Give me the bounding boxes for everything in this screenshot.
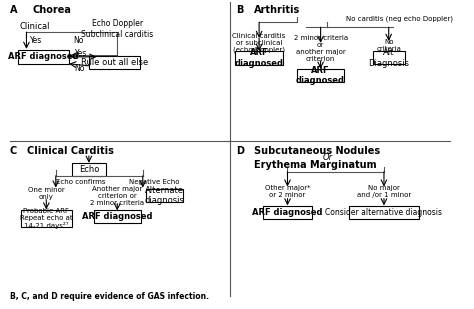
Text: Chorea: Chorea — [32, 5, 71, 15]
FancyBboxPatch shape — [72, 163, 106, 176]
Text: Other major*
or 2 minor: Other major* or 2 minor — [265, 185, 310, 198]
Text: Echo: Echo — [79, 165, 99, 174]
Text: 2 minor criteria
or
another major
criterion: 2 minor criteria or another major criter… — [293, 36, 347, 62]
Text: D: D — [236, 146, 244, 156]
Text: No: No — [74, 36, 84, 44]
Text: One minor
only: One minor only — [28, 187, 64, 200]
Text: Subcutaneous Nodules: Subcutaneous Nodules — [255, 146, 381, 156]
Text: Negative Echo: Negative Echo — [128, 179, 179, 185]
FancyBboxPatch shape — [297, 69, 344, 82]
FancyBboxPatch shape — [236, 51, 283, 65]
Text: ARF diagnosed: ARF diagnosed — [8, 53, 79, 61]
FancyBboxPatch shape — [373, 51, 405, 64]
Text: Alternate
diagnosis: Alternate diagnosis — [145, 186, 184, 205]
FancyBboxPatch shape — [89, 56, 140, 69]
Text: C: C — [9, 146, 17, 156]
FancyBboxPatch shape — [93, 210, 141, 223]
Text: A: A — [9, 5, 17, 15]
Text: Arthritis: Arthritis — [255, 5, 301, 15]
Text: Yes: Yes — [75, 49, 87, 58]
FancyBboxPatch shape — [263, 206, 312, 219]
FancyBboxPatch shape — [18, 50, 69, 64]
FancyBboxPatch shape — [349, 206, 419, 219]
Text: Echo confirms: Echo confirms — [56, 179, 105, 185]
Text: B, C, and D require evidence of GAS infection.: B, C, and D require evidence of GAS infe… — [10, 292, 210, 301]
Text: Echo Doppler
Subclinical carditis: Echo Doppler Subclinical carditis — [81, 19, 154, 39]
Text: Alt
Diagnosis: Alt Diagnosis — [368, 48, 409, 68]
Text: ARF
diagnosed: ARF diagnosed — [296, 66, 345, 85]
Text: Or: Or — [322, 154, 332, 163]
Text: Clinical Carditis: Clinical Carditis — [27, 146, 114, 156]
Text: No major
and /or 1 minor: No major and /or 1 minor — [357, 185, 411, 198]
Text: Clinical: Clinical — [20, 22, 50, 31]
Text: Consider alternative diagnosis: Consider alternative diagnosis — [326, 208, 442, 217]
Text: ARF diagnosed: ARF diagnosed — [252, 208, 323, 217]
FancyBboxPatch shape — [21, 210, 72, 227]
Text: Clinical carditis
or subclinical
(echo Doppler): Clinical carditis or subclinical (echo D… — [232, 33, 286, 53]
Text: Probable ARF
Repeat echo at
14-21 days²⁷: Probable ARF Repeat echo at 14-21 days²⁷ — [20, 208, 73, 229]
Text: No carditis (neg echo Doppler): No carditis (neg echo Doppler) — [346, 16, 453, 23]
Text: ARF diagnosed: ARF diagnosed — [82, 212, 153, 221]
Text: Another major
criterion or
2 minor criteria: Another major criterion or 2 minor crite… — [90, 186, 144, 205]
Text: Rule out all else: Rule out all else — [81, 58, 148, 67]
Text: ARF
diagnosed: ARF diagnosed — [235, 48, 283, 68]
Text: No
criteria: No criteria — [376, 40, 401, 53]
Text: B: B — [237, 5, 244, 15]
Text: Erythema Marginatum: Erythema Marginatum — [255, 160, 377, 170]
Text: Yes: Yes — [30, 36, 43, 44]
FancyBboxPatch shape — [146, 189, 183, 202]
Text: No: No — [74, 64, 84, 73]
